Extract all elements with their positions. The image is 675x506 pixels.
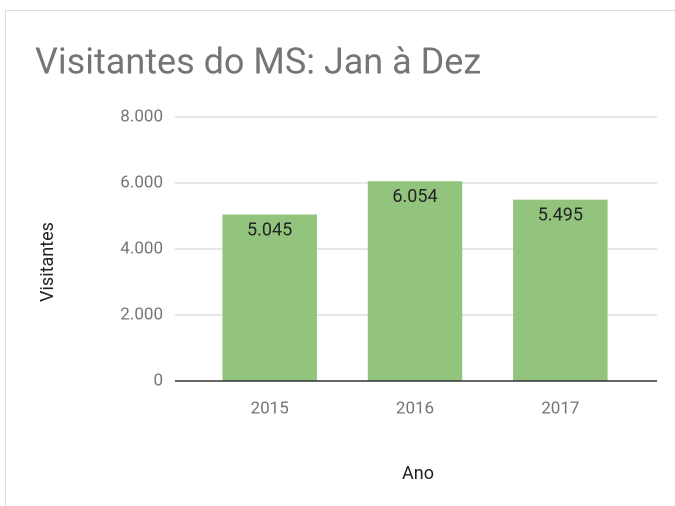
bar <box>222 214 317 381</box>
y-tick-label: 2.000 <box>120 304 163 324</box>
data-label: 5.495 <box>538 204 583 225</box>
data-label: 5.045 <box>247 219 292 240</box>
y-tick-label: 4.000 <box>120 238 163 258</box>
y-tick-label: 0 <box>153 370 163 390</box>
chart-title: Visitantes do MS: Jan à Dez <box>35 41 481 83</box>
x-axis-title: Ano <box>402 463 434 484</box>
x-tick-label: 2017 <box>541 398 579 418</box>
x-tick-label: 2015 <box>251 398 289 418</box>
bar <box>367 181 463 381</box>
data-label: 6.054 <box>392 186 437 207</box>
y-tick-label: 8.000 <box>120 106 163 126</box>
bar <box>513 199 608 381</box>
y-axis-title: Visitantes <box>37 222 58 302</box>
x-tick-label: 2016 <box>396 398 434 418</box>
y-tick-label: 6.000 <box>120 172 163 192</box>
